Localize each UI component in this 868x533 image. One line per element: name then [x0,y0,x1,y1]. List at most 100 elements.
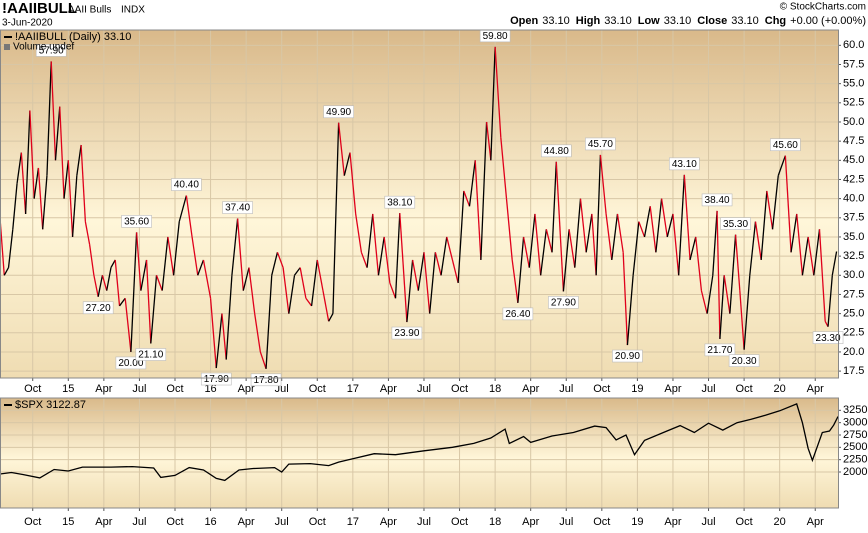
y-tick-label: 57.5 [843,58,864,70]
annotation-label: 38.40 [705,195,730,206]
plot-border [0,397,839,509]
line-segment [743,275,751,350]
annotation-box [704,343,736,357]
y-tick-label: 55.0 [843,78,864,90]
line-segment [7,229,14,268]
x-tick-label: Oct [736,516,753,528]
line-segment [534,213,542,276]
line-segment [689,236,697,261]
x-tick-label: Apr [664,383,681,395]
annotation-label: 17.90 [204,374,229,385]
line-segment [591,213,597,276]
quote-label: Chg [765,15,786,27]
x-tick-label: Jul [417,516,431,528]
y-tick-label: 2750 [843,429,867,441]
line-segment [784,155,792,253]
x-tick-label: Jul [701,516,715,528]
line-segment [276,252,284,268]
line-segment [88,244,95,276]
line-segment [683,174,691,260]
x-tick-label: 15 [62,516,74,528]
x-tick-label: 19 [631,516,643,528]
quote-value: 33.10 [542,15,570,27]
line-segment [215,313,223,369]
x-tick-label: Oct [451,516,468,528]
line-segment [500,137,508,199]
line-segment [349,152,357,215]
annotation-box [222,201,253,214]
y-tick-label: 25.0 [843,308,864,320]
copyright: © StockCharts.com [780,2,866,13]
y-tick-label: 35.0 [843,231,864,243]
annotation-box [720,217,751,230]
line-segment [522,236,530,268]
x-tick-label: Jul [417,383,431,395]
x-tick-label: Apr [380,516,397,528]
line-segment [723,275,731,314]
quote-label: Close [697,15,727,27]
line-segment [80,144,87,222]
x-tick-label: Apr [522,383,539,395]
annotation-label: 37.40 [225,203,250,214]
line-segment [197,259,205,276]
line-segment [299,267,307,299]
annotation-box [548,296,579,309]
line-segment [749,221,757,276]
y-tick-label: 30.0 [843,269,864,281]
legend-label: !AAIIBULL (Daily) 33.10 [15,31,131,43]
annotation-label: 43.10 [672,159,697,170]
x-tick-label: Oct [24,516,41,528]
line-segment [389,282,397,299]
line-segment [451,259,459,284]
line-segment [754,221,762,261]
line-segment [150,275,158,344]
line-segment [712,210,718,276]
line-segment [97,275,104,297]
line-segment [423,252,431,314]
line-segment [76,144,82,176]
annotation-label: 27.90 [551,298,576,309]
x-tick-label: 17 [347,516,359,528]
line-segment [140,259,148,291]
annotation-box [200,372,232,386]
line-segment [248,267,256,314]
y-tick-label: 27.5 [843,288,864,300]
line-segment [310,259,318,307]
line-segment [59,106,65,199]
annotation-label: 57.90 [39,46,64,57]
line-segment [20,152,27,215]
line-segment [178,195,188,222]
date: 3-Jun-2020 [2,18,53,29]
y-tick-label: 40.0 [843,193,864,205]
line-segment [29,110,35,199]
line-segment [579,198,587,253]
line-segment [254,313,262,353]
line-segment [695,236,703,291]
annotation-box [121,215,152,228]
annotation-label: 21.70 [707,345,732,356]
line-segment [293,267,301,276]
line-segment [50,61,57,161]
y-tick-label: 2500 [843,441,867,453]
annotation-box [250,373,282,387]
annotation-box [35,44,67,57]
x-tick-label: Oct [451,383,468,395]
x-tick-label: Apr [664,516,681,528]
quote-label: Open [510,15,538,27]
line-segment [716,210,721,339]
x-tick-label: Oct [166,383,183,395]
legend-icon [4,44,10,50]
annotation-label: 23.90 [394,328,419,339]
line-segment [185,195,193,238]
line-segment [790,213,798,253]
x-tick-label: 17 [347,383,359,395]
quote-value: 33.10 [731,15,759,27]
line-segment [813,229,821,276]
line-segment [505,198,513,261]
line-segment [678,174,685,276]
line-segment [37,167,44,230]
quote-value: +0.00 (+0.00%) [790,15,866,27]
x-tick-label: Jul [132,516,146,528]
line-segment [555,161,565,292]
